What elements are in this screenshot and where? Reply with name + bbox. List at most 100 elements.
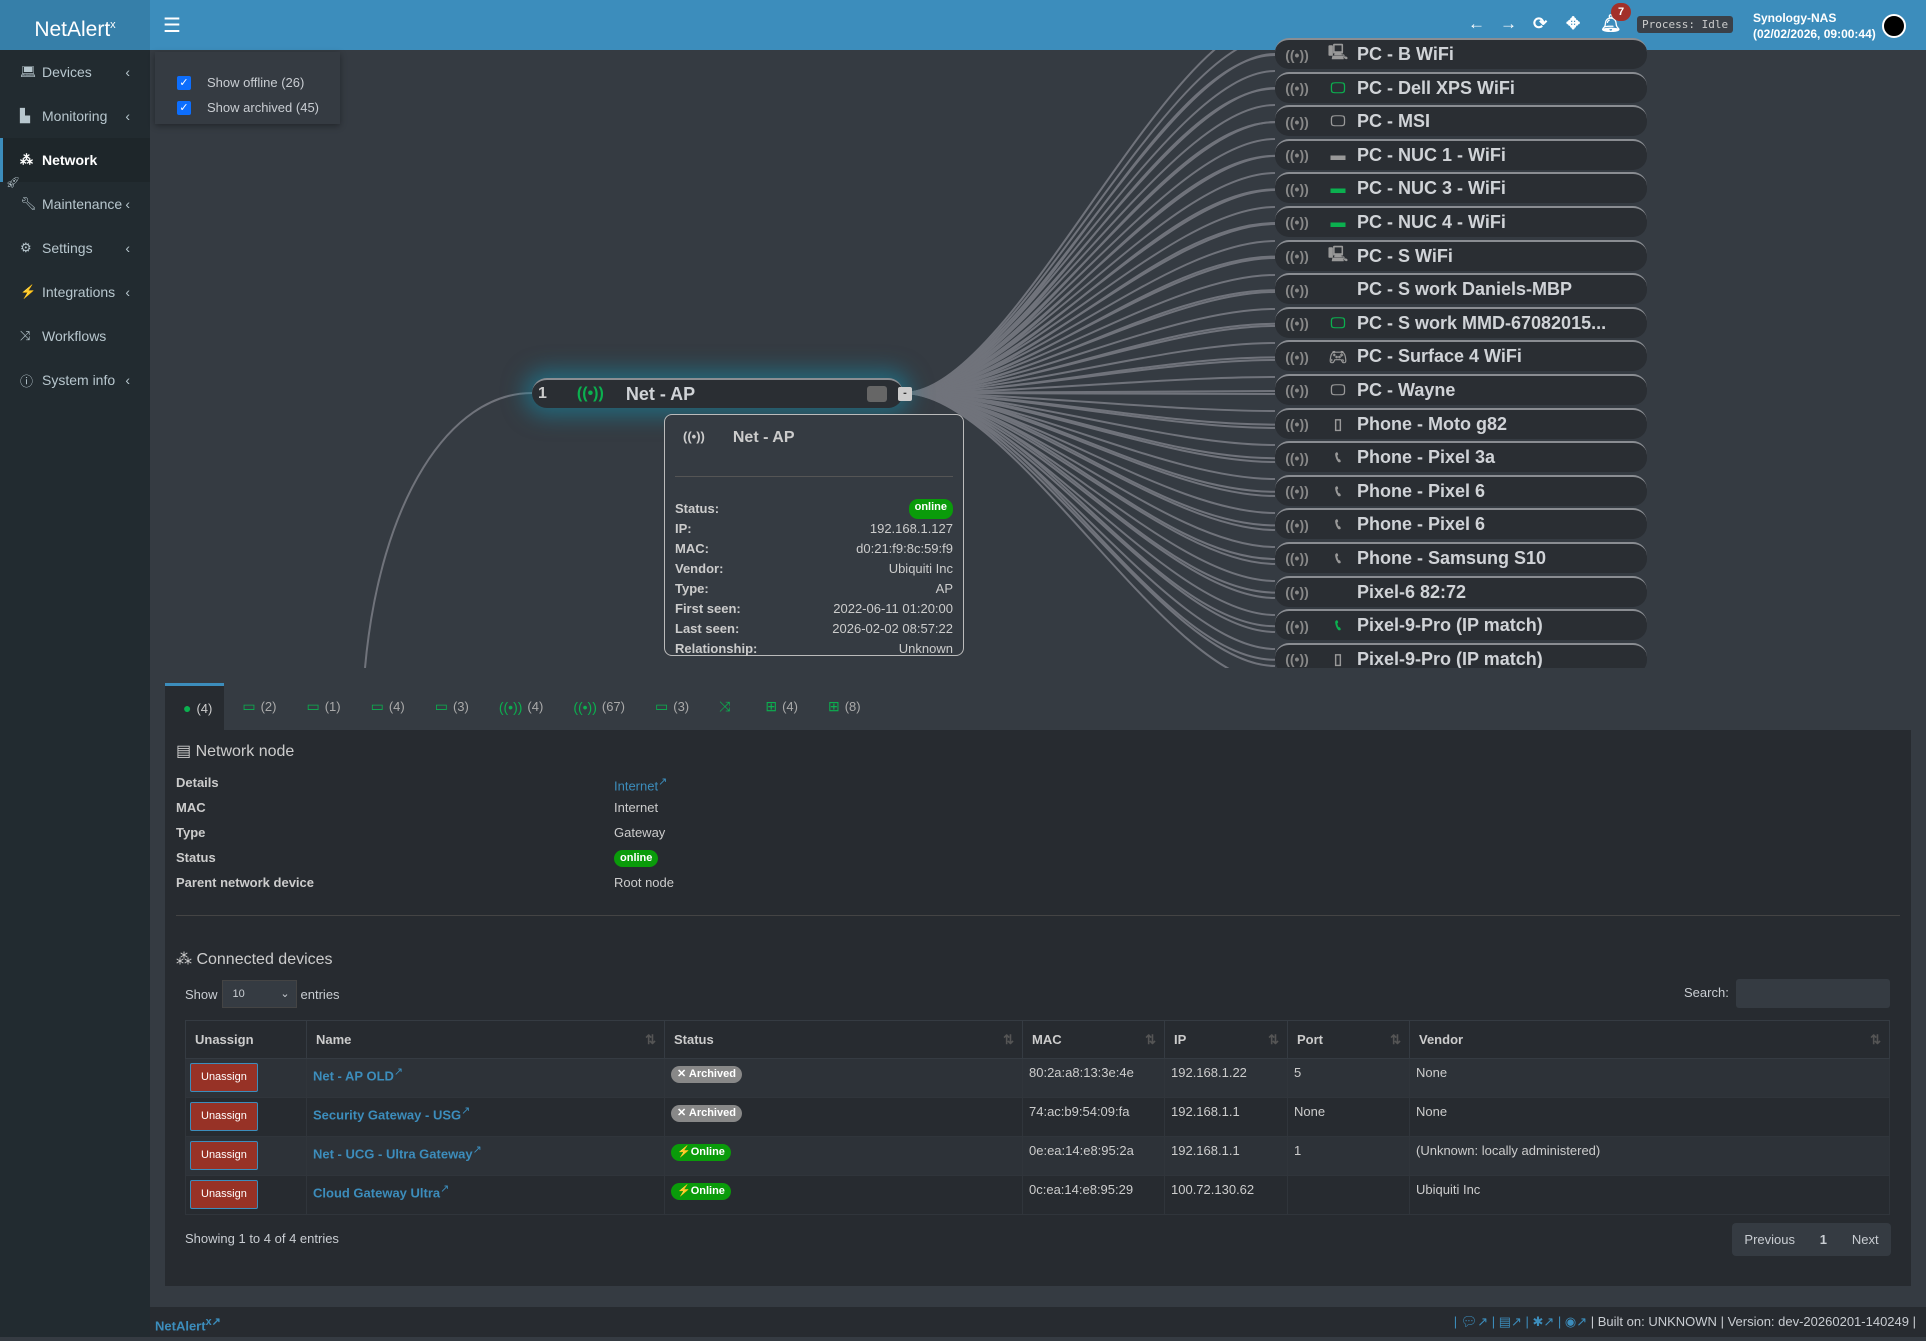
refresh-icon[interactable]: ⟳: [1533, 14, 1548, 33]
status-badge: online: [908, 499, 953, 519]
collapse-button[interactable]: -: [898, 387, 912, 401]
table-info: Showing 1 to 4 of 4 entries: [185, 1231, 339, 1246]
port-number: 1: [538, 385, 547, 402]
device-link[interactable]: Net - AP OLD: [313, 1068, 394, 1084]
device-node[interactable]: ((•)) Pixel-6 82:72: [1275, 575, 1647, 607]
sidebar: 💻︎ Devices ‹ ▙ Monitoring ‹ ⁂ Network 🔧︎ Maintena…: [0, 50, 150, 1337]
status-badge: ✕ Archived: [671, 1105, 742, 1122]
device-node[interactable]: ((•)) 📞︎ Phone - Pixel 6: [1275, 508, 1647, 540]
sidebar-item-integrations[interactable]: ⚡ Integrations ‹: [0, 270, 150, 314]
sidebar-item-workflows[interactable]: ⤨ Workflows: [0, 314, 150, 358]
unassign-button[interactable]: Unassign: [190, 1102, 258, 1131]
discord-icon[interactable]: | ◉↗: [1554, 1314, 1588, 1329]
column-header[interactable]: MAC ⇅: [1022, 1020, 1165, 1059]
device-link[interactable]: Net - UCG - Ultra Gateway: [313, 1146, 473, 1162]
tab-router[interactable]: ▭ (1): [288, 683, 352, 730]
tab-network[interactable]: ⊞ (4): [747, 683, 810, 730]
bug-icon[interactable]: | ✱↗: [1521, 1314, 1555, 1329]
page-1-button[interactable]: 1: [1819, 1232, 1828, 1247]
sidebar-item-network[interactable]: ⁂ Network: [0, 138, 150, 182]
page-size-select[interactable]: 10 ⌄: [221, 980, 297, 1008]
device-node[interactable]: ((•)) 🖵︎ PC - Wayne: [1275, 373, 1647, 405]
device-node[interactable]: ((•)) PC - S work Daniels-MBP: [1275, 273, 1647, 305]
menu-toggle-icon[interactable]: ☰: [163, 15, 181, 37]
device-link[interactable]: Cloud Gateway Ultra: [313, 1185, 441, 1201]
tab-router[interactable]: ▭ (4): [353, 683, 417, 730]
device-node[interactable]: ((•)) 🖳︎ PC - S WiFi: [1275, 239, 1647, 271]
link-line: [902, 392, 1276, 594]
node-value: online: [614, 849, 659, 867]
device-node[interactable]: ((•)) 📞︎ Phone - Pixel 3a: [1275, 441, 1647, 473]
chat-icon[interactable]: | 💬︎↗: [1453, 1314, 1489, 1329]
column-header[interactable]: Name ⇅: [306, 1020, 665, 1059]
parent-link-line: [364, 392, 533, 668]
device-node[interactable]: ((•)) 🎮︎ PC - Surface 4 WiFi: [1275, 340, 1647, 372]
cell-mac: 80:2a:a8:13:3e:4e: [1022, 1058, 1165, 1098]
value: Gateway: [614, 825, 666, 840]
server-icon: ▤: [176, 743, 196, 760]
show-offline-checkbox[interactable]: ✓ Show offline (26): [155, 70, 340, 95]
unassign-button[interactable]: Unassign: [190, 1141, 258, 1170]
sidebar-item-settings[interactable]: ⚙ Settings ‹: [0, 226, 150, 270]
docs-icon[interactable]: | ▤↗: [1488, 1314, 1522, 1329]
tab-count: (4): [782, 699, 798, 714]
x-icon: ✕: [677, 1107, 689, 1119]
tab-router[interactable]: ▭ (2): [224, 683, 288, 730]
tab-router[interactable]: ▭ (3): [417, 683, 481, 730]
details-link[interactable]: Internet↗: [614, 775, 667, 793]
device-node[interactable]: ((•)) 🖳︎ PC - B WiFi: [1275, 38, 1647, 69]
device-node[interactable]: ((•)) 📞︎ Phone - Samsung S10: [1275, 541, 1647, 573]
forward-icon[interactable]: →: [1500, 14, 1517, 33]
device-node[interactable]: ((•)) 🖵︎ PC - S work MMD-67082015...: [1275, 306, 1647, 338]
sidebar-item-maintenance[interactable]: 🔧︎ Maintenance ‹: [0, 182, 150, 226]
desktop-icon: 🖵︎: [1330, 79, 1346, 97]
device-node[interactable]: ((•)) ▬ PC - NUC 3 - WiFi: [1275, 172, 1647, 204]
back-icon[interactable]: ←: [1468, 14, 1485, 33]
device-node[interactable]: ((•)) ▯ Pixel-9-Pro (IP match): [1275, 642, 1647, 668]
sidebar-item-label: Integrations: [42, 284, 116, 300]
show-archived-checkbox[interactable]: ✓ Show archived (45): [155, 95, 340, 120]
chevron-down-icon: ⌄: [280, 988, 290, 1000]
next-button[interactable]: Next: [1851, 1232, 1879, 1247]
device-node[interactable]: ((•)) 🖵︎ PC - Dell XPS WiFi: [1275, 71, 1647, 103]
tab-wifi[interactable]: ((•)) (4): [481, 683, 555, 730]
logo[interactable]: NetAlertx: [0, 0, 150, 50]
link-line: [902, 222, 1276, 394]
device-node[interactable]: ((•)) ▯ Phone - Moto g82: [1275, 407, 1647, 439]
column-header[interactable]: Port ⇅: [1287, 1020, 1410, 1059]
column-header[interactable]: Vendor ⇅: [1409, 1020, 1890, 1059]
tab-wifi[interactable]: ((•)) (67): [555, 683, 637, 730]
tab-shuffle[interactable]: ⤨: [701, 683, 747, 730]
device-node[interactable]: ((•)) 🖵︎ PC - MSI: [1275, 105, 1647, 137]
tooltip-row: Last seen: 2026-02-02 08:57:22: [675, 619, 953, 639]
link-line: [902, 392, 1276, 661]
tab-router[interactable]: ▭ (3): [637, 683, 701, 730]
sidebar-item-monitoring[interactable]: ▙ Monitoring ‹: [0, 94, 150, 138]
device-node[interactable]: ((•)) 📞︎ Phone - Pixel 6: [1275, 474, 1647, 506]
link-line: [902, 121, 1276, 394]
sidebar-item-system-info[interactable]: ⓘ System info ‹: [0, 358, 150, 402]
column-header[interactable]: IP ⇅: [1164, 1020, 1288, 1059]
search-input[interactable]: [1736, 979, 1890, 1008]
avatar[interactable]: [1882, 14, 1906, 38]
column-header[interactable]: Status ⇅: [664, 1020, 1023, 1059]
move-icon[interactable]: ✥: [1566, 14, 1581, 33]
tab-globe[interactable]: ● (4): [165, 683, 225, 730]
cell-name: Net - AP OLD↗: [306, 1058, 665, 1098]
sidebar-item-devices[interactable]: 💻︎ Devices ‹: [0, 50, 150, 94]
device-node[interactable]: ((•)) ▬ PC - NUC 4 - WiFi: [1275, 205, 1647, 237]
unassign-button[interactable]: Unassign: [190, 1063, 258, 1092]
device-node[interactable]: ((•)) 📞︎ Pixel-9-Pro (IP match): [1275, 609, 1647, 641]
tab-network[interactable]: ⊞ (8): [810, 683, 873, 730]
wifi-icon: ((•)): [1285, 315, 1309, 332]
tab-count: (3): [452, 699, 469, 714]
value: Unknown: [898, 641, 953, 656]
ap-node[interactable]: 1 ((•)) Net - AP: [532, 378, 903, 408]
previous-button[interactable]: Previous: [1744, 1232, 1795, 1247]
device-link[interactable]: Security Gateway - USG: [313, 1107, 462, 1123]
device-node[interactable]: ((•)) ▬ PC - NUC 1 - WiFi: [1275, 138, 1647, 170]
footer-brand[interactable]: NetAlertx↗: [155, 1316, 221, 1334]
unassign-button[interactable]: Unassign: [190, 1180, 258, 1209]
wifi-icon: ((•)): [1285, 80, 1309, 97]
link-line: [902, 87, 1276, 394]
